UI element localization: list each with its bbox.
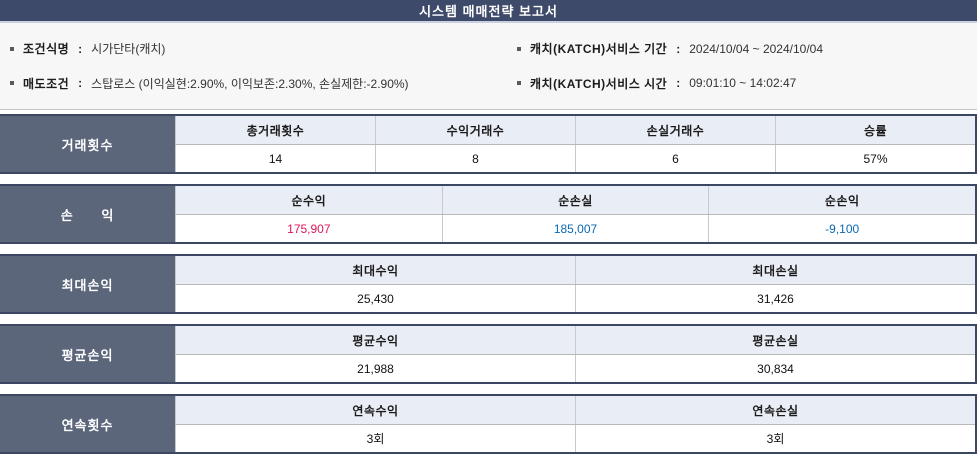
cell-value: 185,007 [441, 215, 709, 242]
cell-value: -9,100 [708, 215, 975, 242]
column-header: 총거래횟수 [175, 116, 375, 144]
column-header: 순손실 [441, 186, 709, 214]
column-header: 최대손실 [575, 256, 975, 284]
block-table: 총거래횟수 수익거래수 손실거래수 승률 14 8 6 57% [175, 116, 977, 172]
cell-value: 175,907 [175, 215, 442, 242]
page-title: 시스템 매매전략 보고서 [419, 4, 558, 19]
column-header: 연속수익 [175, 396, 575, 424]
bullet-icon [517, 81, 521, 86]
report-block-avg-profit-loss: 평균손익 평균수익 평균손실 21,988 30,834 [0, 324, 977, 384]
column-header: 연속손실 [575, 396, 975, 424]
service-time-value: 09:01:10 ~ 14:02:47 [689, 76, 797, 91]
report-info-panel: 조건식명 : 시가단타(캐치) 매도조건 : 스탑로스 (이익실현:2.90%,… [0, 23, 977, 110]
cell-value: 6 [575, 145, 775, 172]
column-header: 순손익 [708, 186, 975, 214]
cell-value: 3회 [575, 425, 975, 452]
info-column-right: 캐치(KATCH)서비스 기간 : 2024/10/04 ~ 2024/10/0… [505, 23, 977, 109]
condition-formula-label: 조건식명 [23, 42, 70, 57]
service-period-label: 캐치(KATCH)서비스 기간 [530, 42, 668, 57]
service-period-row: 캐치(KATCH)서비스 기간 : 2024/10/04 ~ 2024/10/0… [517, 40, 977, 57]
cell-value: 25,430 [175, 285, 575, 312]
separator: : [78, 76, 83, 91]
cell-value: 21,988 [175, 355, 575, 382]
block-label: 최대손익 [0, 256, 175, 312]
separator: : [78, 41, 83, 56]
column-header: 평균손실 [575, 326, 975, 354]
bullet-icon [10, 81, 14, 86]
block-table: 연속수익 연속손실 3회 3회 [175, 396, 977, 452]
column-header: 평균수익 [175, 326, 575, 354]
report-block-profit-loss: 손 익 순수익 순손실 순손익 175,907 185,007 -9,100 [0, 184, 977, 244]
info-column-left: 조건식명 : 시가단타(캐치) 매도조건 : 스탑로스 (이익실현:2.90%,… [0, 23, 505, 109]
report-block-consecutive-count: 연속횟수 연속수익 연속손실 3회 3회 [0, 394, 977, 454]
service-time-row: 캐치(KATCH)서비스 시간 : 09:01:10 ~ 14:02:47 [517, 75, 977, 92]
column-header: 손실거래수 [575, 116, 775, 144]
service-period-value: 2024/10/04 ~ 2024/10/04 [689, 41, 824, 56]
block-label: 거래횟수 [0, 116, 175, 172]
column-header: 최대수익 [175, 256, 575, 284]
column-header: 승률 [775, 116, 975, 144]
block-table: 순수익 순손실 순손익 175,907 185,007 -9,100 [175, 186, 977, 242]
cell-value: 3회 [175, 425, 575, 452]
column-header: 순수익 [175, 186, 442, 214]
report-title-bar: 시스템 매매전략 보고서 [0, 0, 977, 23]
sell-condition-value: 스탑로스 (이익실현:2.90%, 이익보존:2.30%, 손실제한:-2.90… [91, 76, 409, 91]
bullet-icon [10, 46, 14, 51]
block-label: 평균손익 [0, 326, 175, 382]
column-header: 수익거래수 [375, 116, 575, 144]
bullet-icon [517, 46, 521, 51]
cell-value: 14 [175, 145, 375, 172]
cell-value: 30,834 [575, 355, 975, 382]
cell-value: 8 [375, 145, 575, 172]
separator: : [676, 76, 681, 91]
sell-condition-row: 매도조건 : 스탑로스 (이익실현:2.90%, 이익보존:2.30%, 손실제… [10, 75, 505, 92]
block-table: 최대수익 최대손실 25,430 31,426 [175, 256, 977, 312]
block-label: 연속횟수 [0, 396, 175, 452]
report-block-trade-count: 거래횟수 총거래횟수 수익거래수 손실거래수 승률 14 8 6 57% [0, 114, 977, 174]
report-tables: 거래횟수 총거래횟수 수익거래수 손실거래수 승률 14 8 6 57% 손 익 순수익 순손실 순손익… [0, 110, 977, 454]
sell-condition-label: 매도조건 [23, 76, 70, 91]
cell-value: 31,426 [575, 285, 975, 312]
condition-formula-value: 시가단타(캐치) [91, 42, 166, 57]
cell-value: 57% [775, 145, 975, 172]
condition-formula-row: 조건식명 : 시가단타(캐치) [10, 40, 505, 57]
block-label: 손 익 [0, 186, 175, 242]
separator: : [676, 41, 681, 56]
service-time-label: 캐치(KATCH)서비스 시간 [530, 76, 668, 91]
block-table: 평균수익 평균손실 21,988 30,834 [175, 326, 977, 382]
report-block-max-profit-loss: 최대손익 최대수익 최대손실 25,430 31,426 [0, 254, 977, 314]
